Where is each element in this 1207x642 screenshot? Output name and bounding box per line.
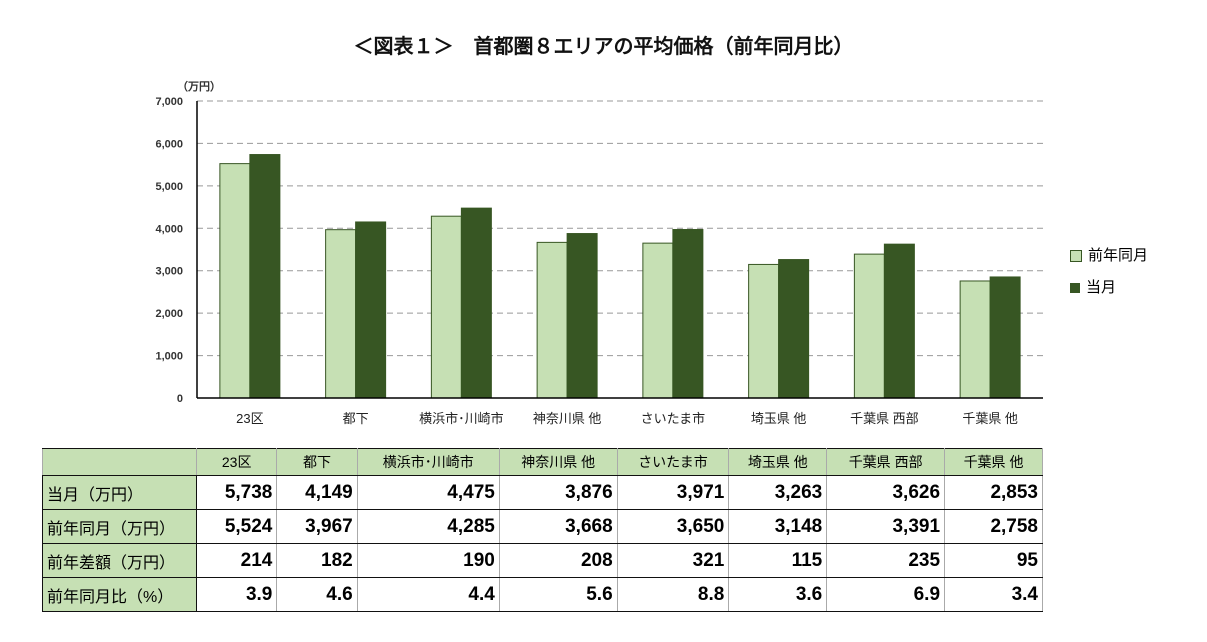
bar-current [355,221,387,399]
legend-label: 当月 [1086,279,1117,296]
table-cell: 3,263 [728,475,828,510]
table-cell: 2,758 [944,509,1043,544]
bar-previous [642,242,674,399]
bar-previous [430,215,462,399]
table-cell: 3,971 [616,475,730,510]
table-cell: 235 [826,543,946,578]
column-header: 都下 [276,448,358,476]
table-cell: 3,967 [276,509,358,544]
y-tick-label: 6,000 [155,138,183,150]
bar-current [566,233,598,399]
legend-label: 前年同月 [1088,247,1149,264]
table-cell: 3.9 [195,577,278,612]
x-tick-label: 千葉県 他 [962,411,1018,426]
table-header-row: 23区 都下 横浜市･川崎市 神奈川県 他 さいたま市 埼玉県 他 千葉県 西部… [42,448,1043,476]
table-cell: 4,149 [276,475,358,510]
column-header: 千葉県 西部 [826,448,946,476]
table-cell: 3,148 [728,509,828,544]
bar-previous [536,241,568,399]
table-cell: 5.6 [498,577,618,612]
legend-item-current: 当月 [1070,276,1116,297]
x-tick-label: 埼玉県 他 [751,411,807,426]
data-table: 23区 都下 横浜市･川崎市 神奈川県 他 さいたま市 埼玉県 他 千葉県 西部… [42,448,1043,612]
bar-previous [959,280,991,399]
y-axis-label: （万円） [177,80,221,93]
table-cell: 3.4 [944,577,1043,612]
table-cell: 190 [356,543,500,578]
table-row: 前年同月（万円） 5,524 3,967 4,285 3,668 3,650 3,148 3,… [42,509,1043,544]
table-cell: 182 [276,543,358,578]
row-label: 前年差額（万円） [42,543,197,578]
table-row: 前年差額（万円） 214 182 190 208 321 115 235 95 [42,543,1043,578]
legend-item-prev: 前年同月 [1070,244,1148,265]
column-header: 千葉県 他 [944,448,1043,476]
bar-current [989,276,1021,399]
row-label: 当月（万円） [42,475,197,510]
bar-previous [325,229,357,399]
table-cell: 3,650 [616,509,730,544]
bar-previous [853,253,885,399]
table-row: 当月（万円） 5,738 4,149 4,475 3,876 3,971 3,263 3,62… [42,475,1043,510]
bar-chart: 0 1,000 2,000 3,000 4,000 5,000 6,000 7,000 （万円）… [155,80,1043,426]
y-tick-label: 7,000 [155,96,183,108]
table-cell: 4.4 [356,577,500,612]
column-header: 23区 [195,448,278,476]
table-cell: 3,391 [826,509,946,544]
y-tick-label: 0 [177,393,183,405]
x-tick-label: 神奈川県 他 [533,411,602,426]
y-tick-label: 3,000 [155,266,183,278]
table-cell: 208 [498,543,618,578]
bar-current [672,229,704,399]
table-cell: 214 [195,543,278,578]
table-cell: 95 [944,543,1043,578]
y-tick-label: 2,000 [155,308,183,320]
row-label: 前年同月（万円） [42,509,197,544]
table-cell: 6.9 [826,577,946,612]
row-label: 前年同月比（%） [42,577,197,612]
table-cell: 115 [728,543,828,578]
chart-title: ＜図表１＞ 首都圏８エリアの平均価格（前年同月比） [353,34,854,58]
table-cell: 4,475 [356,475,500,510]
x-tick-label: さいたま市 [641,411,706,426]
bar-current [778,259,810,399]
column-header: 横浜市･川崎市 [356,448,500,476]
column-header: 神奈川県 他 [498,448,618,476]
legend-swatch [1070,283,1080,294]
table-cell: 2,853 [944,475,1043,510]
bar-previous [748,263,780,399]
table-cell: 5,738 [195,475,278,510]
bar-current [249,154,281,399]
x-tick-label: 都下 [343,411,369,426]
bar-previous [219,163,251,399]
header-corner [42,448,197,476]
table-cell: 3,876 [498,475,618,510]
y-tick-label: 1,000 [155,351,183,363]
table-cell: 8.8 [616,577,730,612]
y-tick-label: 5,000 [155,181,183,193]
table-cell: 5,524 [195,509,278,544]
table-cell: 4.6 [276,577,358,612]
legend-swatch [1070,250,1082,263]
column-header: さいたま市 [616,448,730,476]
x-tick-label: 23区 [236,411,263,426]
table-cell: 3,626 [826,475,946,510]
y-tick-label: 4,000 [155,223,183,235]
bar-current [460,207,492,399]
bar-current [883,243,915,399]
table-cell: 4,285 [356,509,500,544]
table-cell: 3,668 [498,509,618,544]
table-row: 前年同月比（%） 3.9 4.6 4.4 5.6 8.8 3.6 6.9 3.4 [42,577,1043,612]
column-header: 埼玉県 他 [728,448,828,476]
table-cell: 321 [616,543,730,578]
table-cell: 3.6 [728,577,828,612]
x-tick-label: 横浜市･川崎市 [419,411,504,426]
x-tick-label: 千葉県 西部 [850,411,919,426]
